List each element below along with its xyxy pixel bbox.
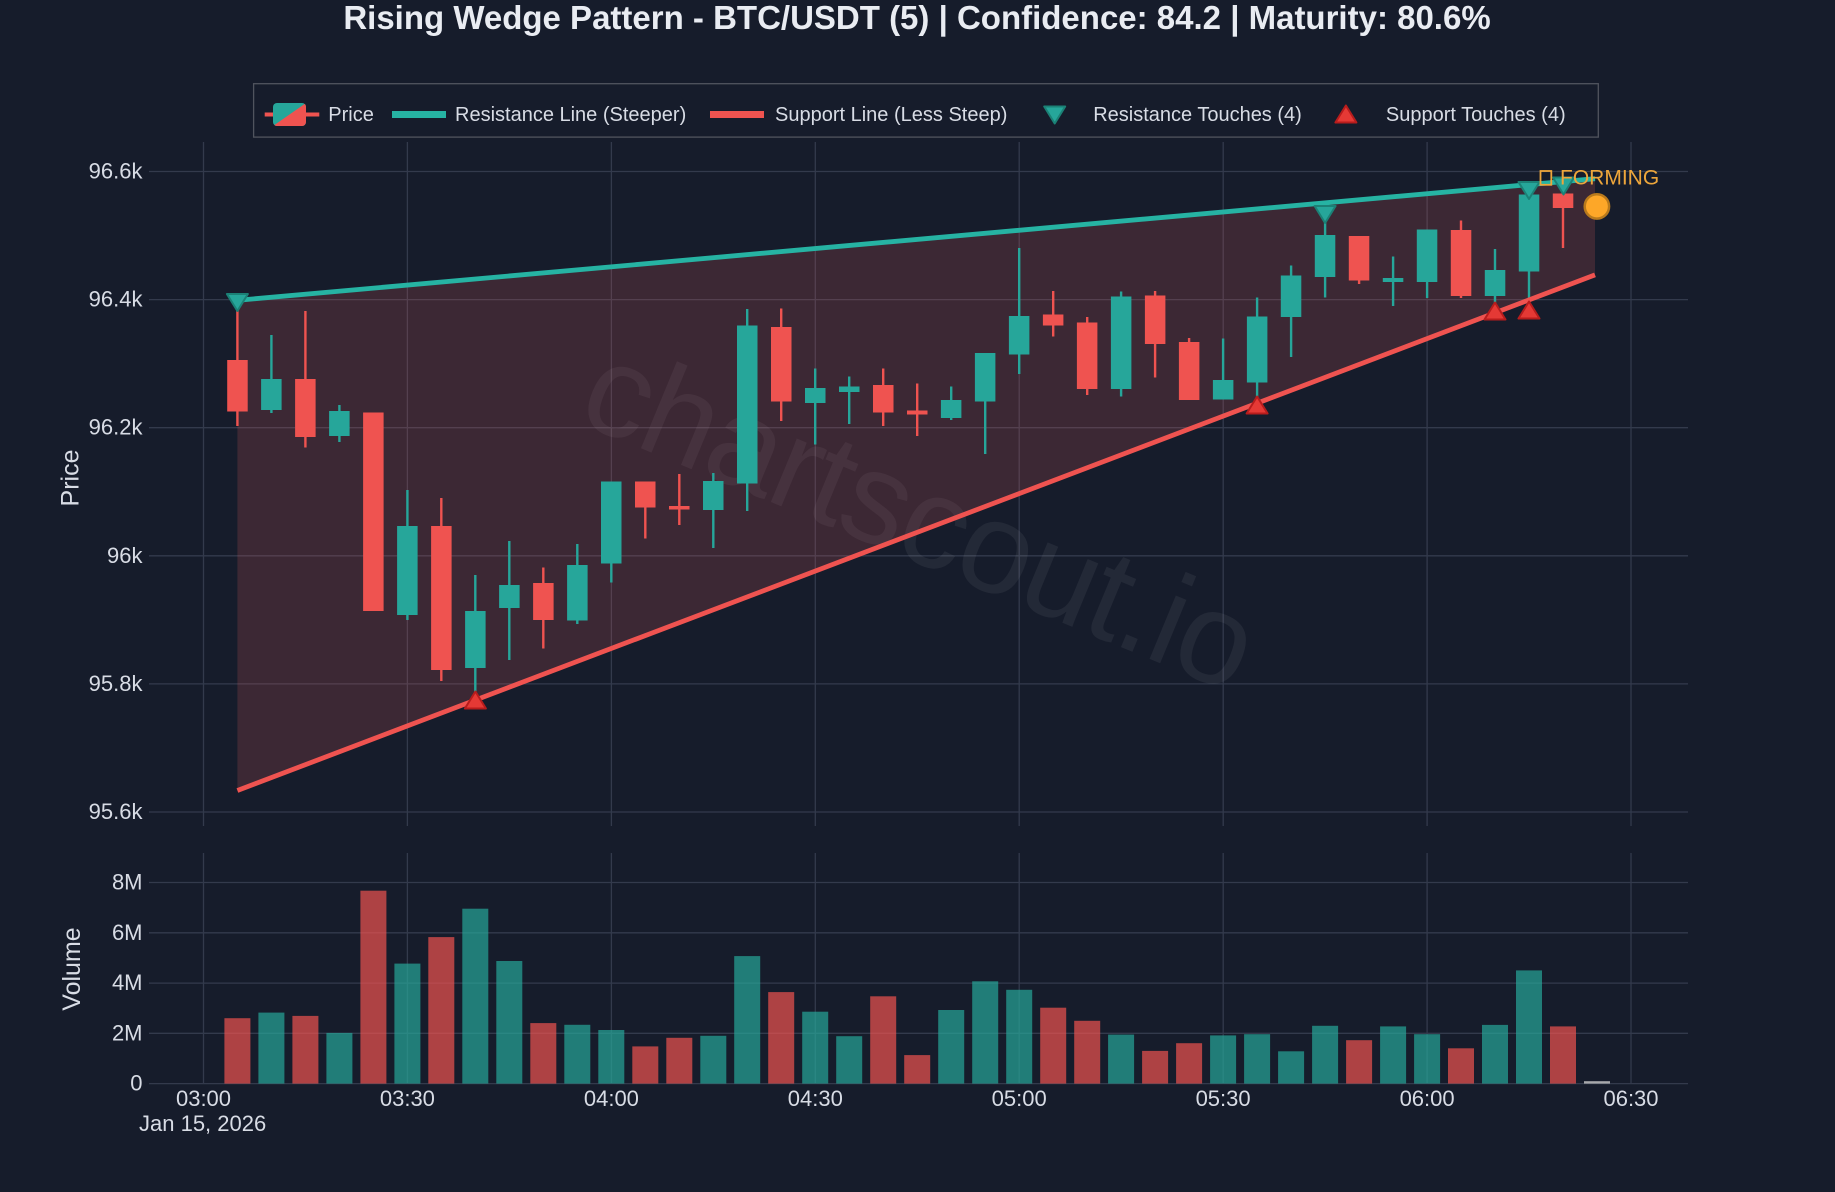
svg-text:96.2k: 96.2k [89,415,144,440]
svg-text:Resistance Line (Steeper): Resistance Line (Steeper) [455,104,686,126]
svg-text:4M: 4M [112,970,143,995]
svg-text:03:30: 03:30 [380,1086,435,1111]
svg-text:Jan 15, 2026: Jan 15, 2026 [139,1111,266,1136]
svg-text:06:30: 06:30 [1603,1086,1658,1111]
svg-text:95.8k: 95.8k [89,671,144,696]
svg-text:Support Touches (4): Support Touches (4) [1386,104,1566,126]
svg-text:Price: Price [328,104,374,126]
svg-text:Resistance Touches (4): Resistance Touches (4) [1093,104,1302,126]
svg-text:2M: 2M [112,1020,143,1045]
svg-text:6M: 6M [112,920,143,945]
svg-text:04:00: 04:00 [584,1086,639,1111]
svg-text:96.4k: 96.4k [89,287,144,312]
svg-text:05:00: 05:00 [992,1086,1047,1111]
svg-text:06:00: 06:00 [1400,1086,1455,1111]
svg-text:Support Line (Less Steep): Support Line (Less Steep) [775,104,1007,126]
svg-text:Price: Price [57,450,85,507]
svg-text:96.6k: 96.6k [89,159,144,184]
svg-text:Rising Wedge Pattern - BTC/USD: Rising Wedge Pattern - BTC/USDT (5) | Co… [343,0,1490,36]
svg-text:Volume: Volume [58,927,86,1010]
svg-text:8M: 8M [112,870,143,895]
svg-text:95.6k: 95.6k [89,799,144,824]
svg-text:0: 0 [130,1071,142,1096]
svg-text:04:30: 04:30 [788,1086,843,1111]
svg-text:03:00: 03:00 [176,1086,231,1111]
svg-text:FORMING: FORMING [1560,167,1659,190]
svg-text:05:30: 05:30 [1196,1086,1251,1111]
svg-text:96k: 96k [107,543,143,568]
